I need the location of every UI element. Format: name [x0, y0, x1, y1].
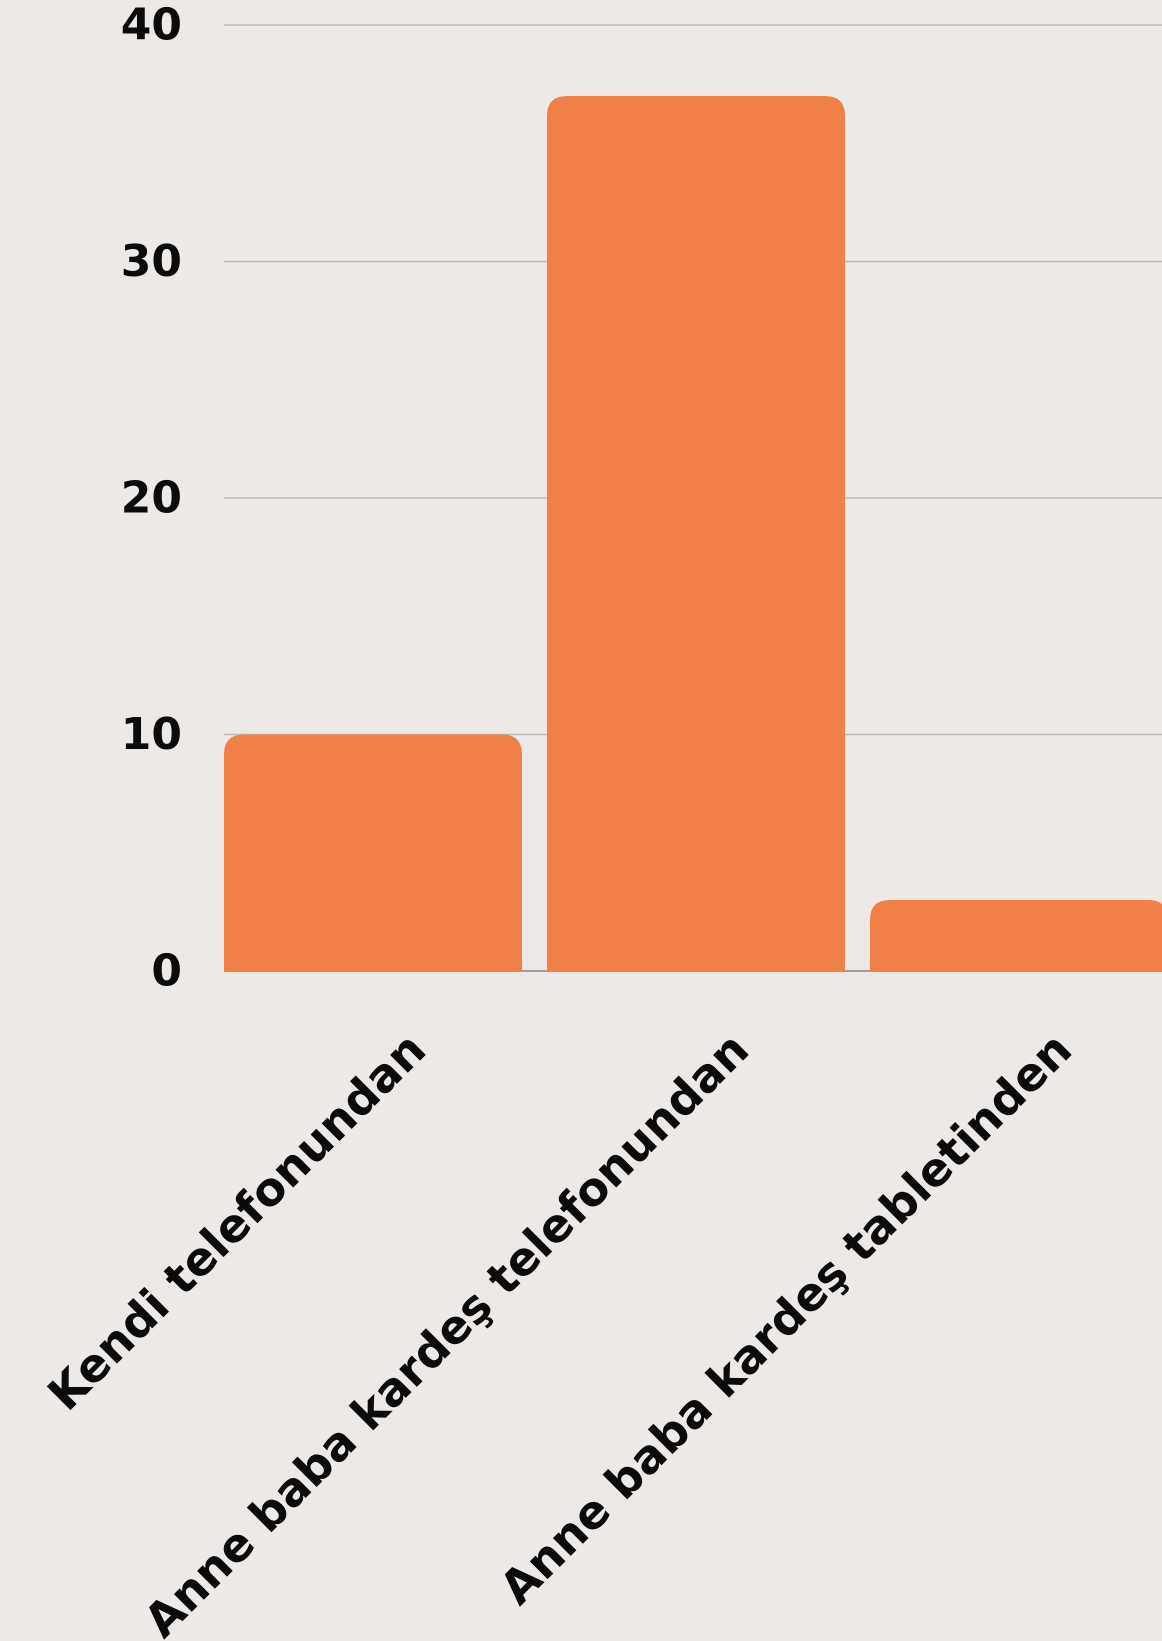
y-axis-ticks: 0 10 20 30 40	[121, 0, 182, 997]
bars	[224, 95, 1162, 971]
y-tick-label: 40	[121, 0, 182, 51]
y-tick-label: 10	[121, 709, 182, 760]
bar-1	[224, 734, 522, 971]
y-tick-label: 30	[121, 236, 182, 287]
x-category-label: Anne baba kardeş tabletinden	[489, 1022, 1082, 1615]
x-category-label: Kendi telefonundan	[37, 1022, 436, 1421]
bar-3	[870, 900, 1162, 971]
y-tick-label: 0	[151, 946, 182, 997]
x-category-label: Anne baba kardeş telefonundan	[133, 1022, 759, 1641]
y-tick-label: 20	[121, 473, 182, 524]
bar-2	[547, 95, 845, 971]
